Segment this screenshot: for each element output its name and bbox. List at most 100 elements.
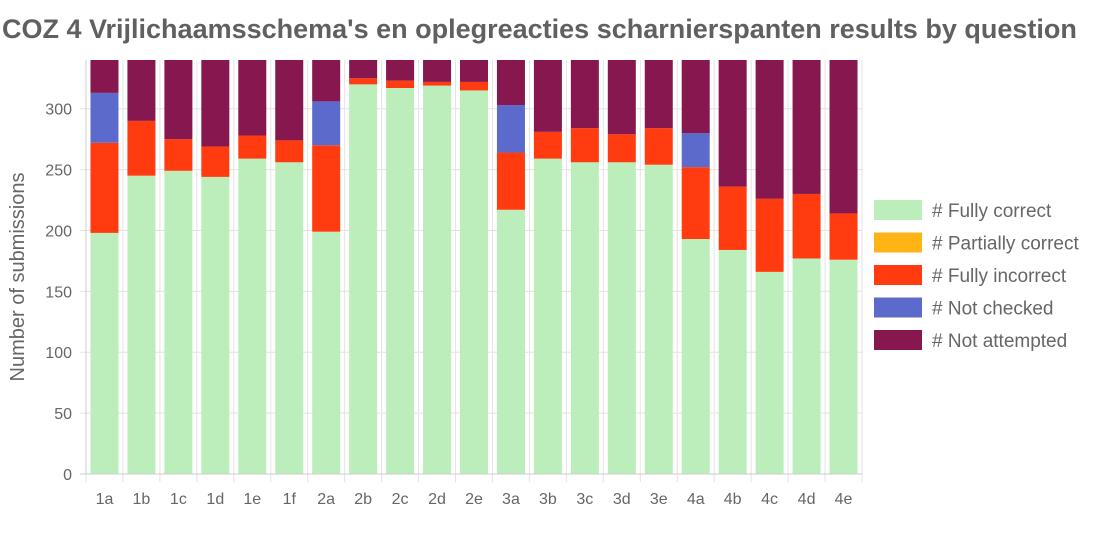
bar-segment-fully-correct[interactable] — [460, 90, 488, 475]
legend-swatch — [874, 330, 922, 350]
bar-segment-fully-incorrect[interactable] — [164, 139, 193, 171]
bar-segment-fully-correct[interactable] — [718, 249, 747, 474]
bar-segment-not-attempted[interactable] — [201, 60, 230, 147]
legend-item[interactable]: # Fully correct — [874, 200, 1052, 222]
legend-item[interactable]: # Partially correct — [874, 232, 1079, 255]
bar-segment-fully-correct[interactable] — [607, 162, 636, 474]
legend: # Fully correct # Partially correct # Full… — [874, 200, 1079, 352]
bar-segment-not-attempted[interactable] — [755, 60, 784, 199]
bar-segment-not-attempted[interactable] — [533, 60, 562, 132]
bar-segment-fully-correct[interactable] — [792, 258, 821, 474]
bar-segment-not-checked[interactable] — [312, 101, 341, 146]
x-tick-label: 3b — [539, 491, 557, 508]
legend-label: # Fully incorrect — [932, 266, 1067, 287]
bar-segment-not-attempted[interactable] — [386, 60, 415, 81]
bar-segment-fully-incorrect[interactable] — [127, 120, 156, 176]
bar-segment-fully-incorrect[interactable] — [644, 128, 673, 165]
bar-segment-fully-incorrect[interactable] — [496, 152, 525, 210]
bars — [90, 60, 858, 475]
y-tick-label: 100 — [45, 345, 72, 362]
x-tick-label: 1c — [170, 491, 187, 508]
bar-segment-not-attempted[interactable] — [164, 60, 193, 140]
bar-segment-fully-incorrect[interactable] — [238, 135, 267, 159]
bar-segment-fully-correct[interactable] — [90, 232, 119, 474]
bar-segment-not-checked[interactable] — [496, 105, 525, 153]
legend-swatch — [874, 265, 922, 285]
bar-segment-not-attempted[interactable] — [238, 60, 267, 136]
bar-segment-fully-incorrect[interactable] — [570, 128, 599, 163]
bar-segment-fully-incorrect[interactable] — [755, 198, 784, 272]
x-tick-label: 2a — [317, 491, 335, 508]
bar-segment-fully-correct[interactable] — [312, 231, 341, 474]
bar-segment-not-attempted[interactable] — [312, 60, 341, 102]
bar-segment-not-attempted[interactable] — [460, 60, 488, 82]
bar-segment-fully-incorrect[interactable] — [275, 140, 304, 163]
legend-label: # Partially correct — [932, 234, 1079, 255]
bar-segment-fully-correct[interactable] — [423, 85, 452, 474]
bar-segment-not-attempted[interactable] — [718, 60, 747, 187]
x-tick-label: 1f — [283, 491, 297, 508]
legend-label: # Not checked — [932, 299, 1053, 320]
bar-segment-not-attempted[interactable] — [570, 60, 599, 129]
bar-segment-fully-correct[interactable] — [349, 84, 378, 475]
x-tick-label: 4d — [798, 491, 816, 508]
bar-segment-not-attempted[interactable] — [829, 60, 858, 214]
bar-segment-fully-correct[interactable] — [644, 164, 673, 474]
bar-segment-fully-incorrect[interactable] — [312, 145, 341, 232]
legend-item[interactable]: # Not checked — [874, 297, 1053, 320]
y-tick-label: 150 — [45, 284, 72, 301]
bar-segment-fully-incorrect[interactable] — [681, 167, 710, 239]
bar-segment-not-attempted[interactable] — [423, 60, 452, 82]
legend-item[interactable]: # Not attempted — [874, 330, 1067, 352]
bar-segment-fully-incorrect[interactable] — [829, 213, 858, 260]
x-tick-label: 3e — [650, 491, 668, 508]
bar-segment-fully-incorrect[interactable] — [423, 81, 452, 86]
y-tick-label: 250 — [45, 163, 72, 180]
x-tick-label: 2c — [392, 491, 409, 508]
bar-segment-not-attempted[interactable] — [90, 60, 119, 93]
legend-item[interactable]: # Fully incorrect — [874, 265, 1067, 287]
bar-segment-fully-incorrect[interactable] — [718, 186, 747, 250]
bar-segment-fully-correct[interactable] — [829, 259, 858, 474]
bar-segment-fully-incorrect[interactable] — [533, 131, 562, 159]
bar-segment-not-attempted[interactable] — [275, 60, 304, 141]
bar-segment-fully-incorrect[interactable] — [201, 146, 230, 177]
bar-segment-fully-correct[interactable] — [755, 271, 784, 474]
bar-segment-not-checked[interactable] — [90, 92, 119, 143]
x-tick-label: 1e — [243, 491, 261, 508]
y-axis-title: Number of submissions — [7, 173, 29, 382]
x-tick-label: 3d — [613, 491, 631, 508]
x-tick-label: 2d — [428, 491, 446, 508]
x-tick-label: 2b — [354, 491, 372, 508]
x-tick-label: 4a — [687, 491, 705, 508]
x-tick-label: 1d — [206, 491, 224, 508]
bar-segment-fully-correct[interactable] — [533, 158, 562, 475]
bar-segment-fully-correct[interactable] — [201, 176, 230, 475]
bar-segment-not-attempted[interactable] — [127, 60, 156, 121]
bar-segment-fully-correct[interactable] — [164, 170, 193, 474]
bar-segment-not-attempted[interactable] — [607, 60, 636, 135]
bar-segment-not-attempted[interactable] — [792, 60, 821, 194]
bar-segment-fully-correct[interactable] — [127, 175, 156, 475]
bar-segment-not-checked[interactable] — [681, 133, 710, 168]
bar-segment-fully-correct[interactable] — [496, 209, 525, 475]
bar-segment-fully-correct[interactable] — [238, 158, 267, 475]
bar-segment-not-attempted[interactable] — [644, 60, 673, 129]
legend-label: # Fully correct — [932, 201, 1052, 222]
bar-segment-fully-incorrect[interactable] — [349, 78, 378, 85]
bar-segment-not-attempted[interactable] — [496, 60, 525, 106]
bar-segment-fully-incorrect[interactable] — [90, 142, 119, 233]
bar-segment-fully-incorrect[interactable] — [460, 81, 488, 91]
legend-swatch — [874, 297, 922, 318]
x-tick-label: 4c — [761, 491, 778, 508]
bar-segment-fully-correct[interactable] — [681, 238, 710, 474]
bar-segment-fully-incorrect[interactable] — [607, 134, 636, 163]
bar-segment-not-attempted[interactable] — [681, 60, 710, 134]
bar-segment-fully-correct[interactable] — [275, 162, 304, 474]
legend-swatch — [874, 200, 922, 220]
bar-segment-fully-incorrect[interactable] — [386, 80, 415, 89]
bar-segment-not-attempted[interactable] — [349, 60, 378, 79]
bar-segment-fully-incorrect[interactable] — [792, 193, 821, 259]
bar-segment-fully-correct[interactable] — [570, 162, 599, 474]
bar-segment-fully-correct[interactable] — [386, 88, 415, 474]
